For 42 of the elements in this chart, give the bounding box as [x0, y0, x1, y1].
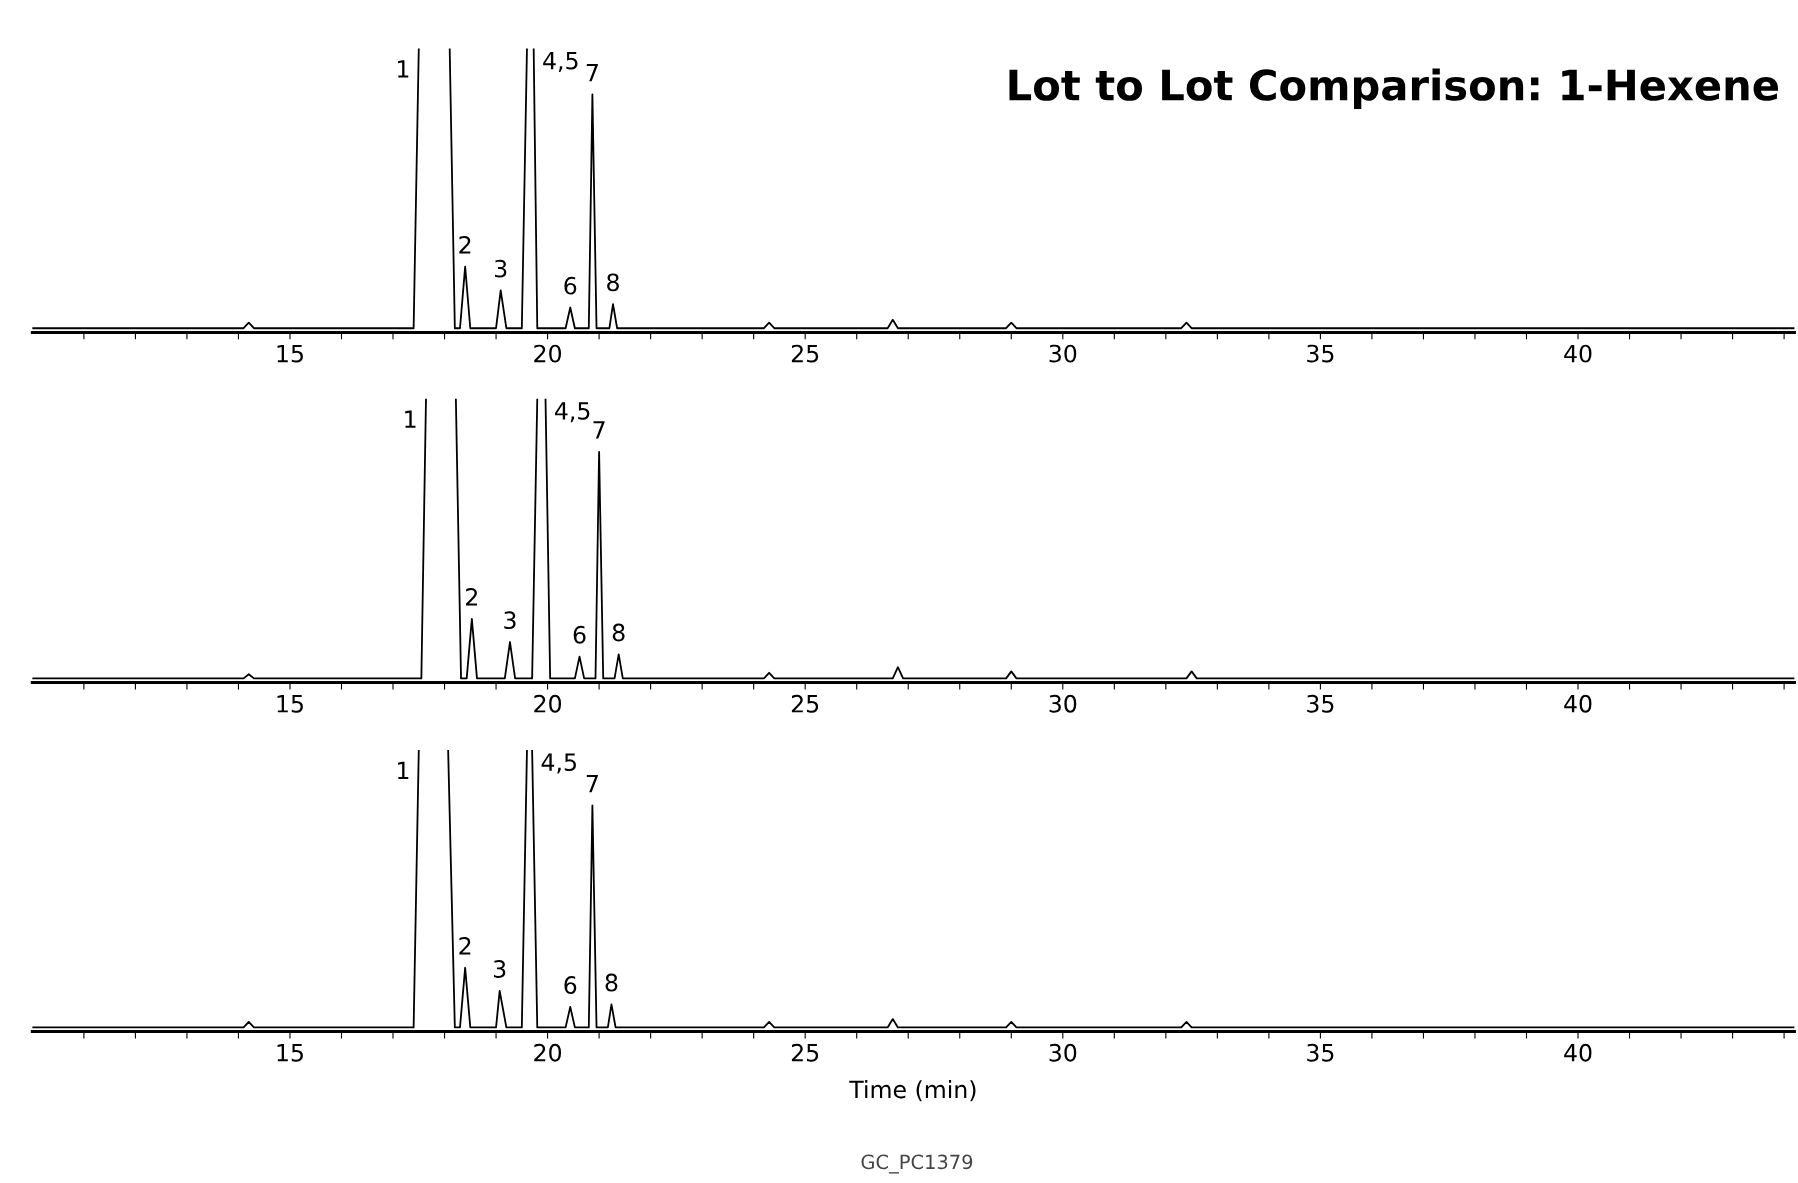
annotation: 3 — [493, 960, 506, 978]
annotation: 7 — [586, 63, 598, 82]
annotation: 2 — [459, 937, 471, 955]
annotation: 7 — [586, 775, 598, 793]
annotation: 1 — [398, 761, 409, 780]
annotation: 2 — [466, 588, 477, 606]
text: GC_PC1379 — [861, 1154, 973, 1174]
annotation: 8 — [605, 973, 618, 992]
annotation: 7 — [593, 421, 605, 439]
annotation: 3 — [494, 259, 507, 278]
x-tick-label: 20 — [534, 1043, 562, 1062]
annotation: 8 — [612, 623, 625, 642]
annotation: 4,5 — [543, 52, 578, 72]
x-tick-label: 15 — [277, 695, 303, 713]
x-tick-label: 25 — [791, 1043, 819, 1062]
chart-title: Lot to Lot Comparison: 1-Hexene — [1009, 68, 1779, 109]
x-tick-label: 35 — [1307, 1043, 1334, 1062]
annotation: 1 — [405, 410, 416, 428]
annotation: 8 — [607, 273, 619, 292]
annotation: 1 — [398, 60, 409, 78]
x-tick-label: 35 — [1307, 694, 1334, 713]
annotation: 6 — [564, 276, 577, 295]
x-tick-label: 40 — [1564, 694, 1592, 713]
x-tick-label: 25 — [791, 344, 819, 363]
x-tick-label: 25 — [791, 694, 819, 713]
annotation: 2 — [459, 235, 471, 254]
x-tick-label: 40 — [1564, 344, 1592, 363]
x-tick-label: 35 — [1307, 344, 1334, 363]
x-tick-label: 30 — [1049, 1043, 1077, 1062]
x-axis-title: Time (min) — [849, 1080, 976, 1102]
x-tick-label: 30 — [1049, 344, 1077, 363]
x-tick-label: 30 — [1049, 694, 1077, 713]
annotation: 4,5 — [541, 753, 576, 774]
x-tick-label: 40 — [1564, 1043, 1592, 1062]
x-tick-label: 15 — [277, 1044, 303, 1062]
x-tick-label: 20 — [534, 344, 562, 363]
annotation: 6 — [573, 625, 586, 644]
annotation: 4,5 — [555, 402, 590, 423]
x-tick-label: 15 — [277, 344, 303, 363]
annotation: 3 — [504, 611, 516, 630]
annotation: 6 — [564, 976, 577, 994]
x-tick-label: 20 — [534, 694, 562, 713]
